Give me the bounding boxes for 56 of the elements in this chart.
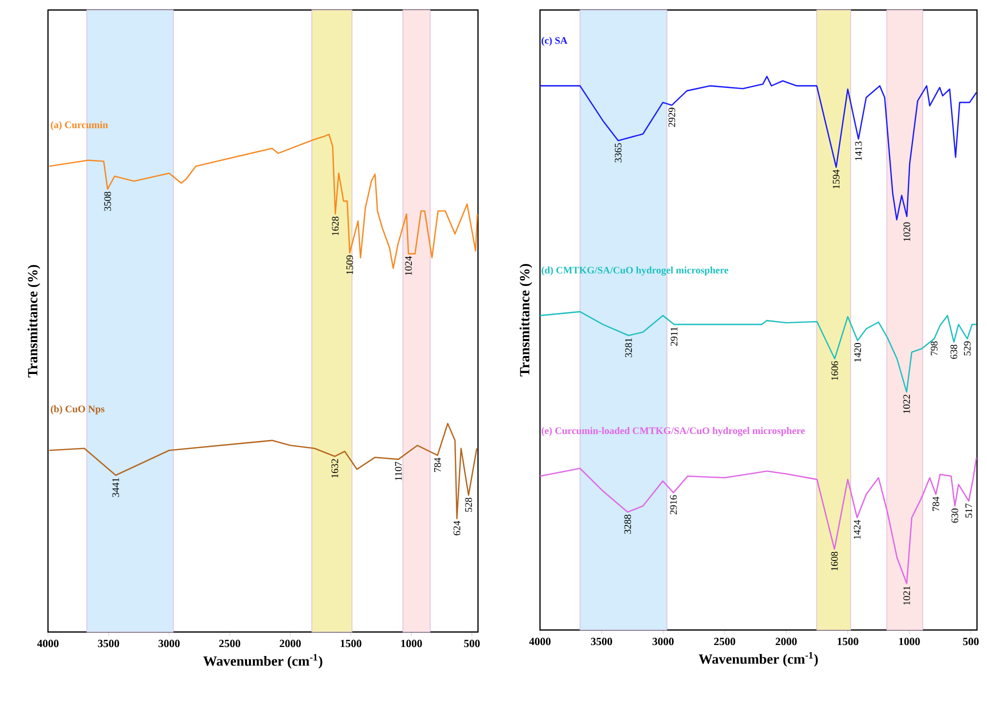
annotation: 1024: [405, 256, 412, 276]
x-tick-label: 1000: [899, 638, 920, 646]
x-tick-label: 4000: [37, 640, 59, 648]
annotation: 784: [434, 458, 441, 472]
x-axis-title: Wavenumber (cm$^{-1}$): [698, 652, 818, 667]
x-tick-label: 2000: [776, 638, 797, 646]
annotation: 1424: [854, 520, 860, 539]
x-tick-label: 2000: [280, 640, 301, 648]
annotation: 1420: [854, 343, 861, 362]
annotation: 528: [465, 498, 472, 512]
annotation: 3441: [112, 478, 120, 497]
x-tick-label: 500: [963, 638, 979, 646]
annotation: 638: [950, 344, 958, 359]
x-axis-title: Wavenumber (cm$^{-1}$): [203, 654, 322, 669]
annotation: 1413: [855, 142, 862, 160]
annotation: 517: [965, 503, 972, 518]
annotation: 1022: [903, 394, 910, 414]
annotation: 784: [932, 496, 940, 511]
x-tick-label: 2500: [219, 640, 240, 648]
annotation: 2911: [670, 327, 678, 346]
text: (e) Curcumin-loaded CMTKG/SA/CuO hydrogel microsphere: [542, 427, 805, 436]
annotation: 1509: [346, 255, 354, 274]
text: (d) CMTKG/SA/CuO hydrogel microsphere: [542, 266, 728, 276]
annotation: 1608: [831, 552, 838, 570]
annotation: 3281: [625, 338, 632, 358]
text: (c) SA: [542, 36, 568, 46]
x-tick-label: 3000: [652, 638, 674, 646]
x-tick-label: 3000: [158, 640, 180, 648]
x-tick-label: 4000: [529, 638, 551, 646]
text: (b) CuO Nps: [50, 405, 104, 414]
annotation: 3365: [614, 143, 622, 162]
annotation: 624: [454, 520, 460, 536]
annotation: 630: [951, 508, 958, 523]
x-tick-label: 1000: [401, 640, 422, 648]
annotation: 1020: [903, 222, 910, 242]
annotation: 1107: [395, 462, 402, 480]
y-axis-title: Transmittance (%): [520, 264, 532, 376]
annotation: 1632: [331, 459, 338, 478]
annotation: 1628: [332, 216, 339, 236]
x-tick-label: 1500: [838, 638, 858, 646]
x-tick-label: 3500: [591, 638, 612, 646]
text: (a) Curcumin: [50, 121, 108, 130]
x-tick-label: 1500: [340, 640, 362, 648]
annotation: 2916: [670, 495, 677, 514]
y-axis-title: Transmittance (%): [28, 265, 40, 378]
annotation: 1606: [831, 361, 838, 380]
annotation: 798: [930, 341, 938, 356]
annotation: 3288: [624, 514, 632, 534]
annotation: 529: [964, 341, 971, 356]
annotation: 3508: [104, 192, 111, 211]
annotation: 2929: [668, 108, 676, 127]
x-tick-label: 500: [464, 640, 480, 648]
x-tick-label: 2500: [714, 638, 736, 646]
annotation: 1594: [832, 170, 840, 188]
annotation: 1021: [903, 586, 910, 605]
x-tick-label: 3500: [98, 640, 120, 648]
